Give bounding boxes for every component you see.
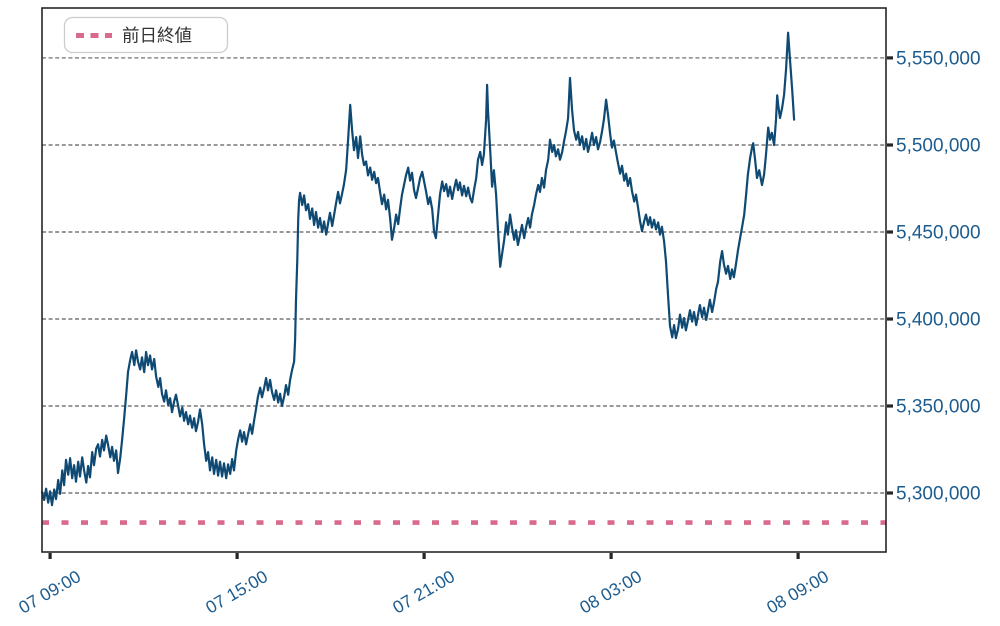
x-tick-label: 07 21:00 [389,566,458,618]
y-tick-label: 5,350,000 [896,397,981,418]
x-tick [235,553,239,559]
plot-border [41,7,887,553]
x-tick-label: 08 03:00 [576,566,645,618]
y-tick-label: 5,500,000 [896,136,981,157]
x-axis-labels: 07 09:00 07 15:00 07 21:00 08 03:00 08 09:00 [15,566,832,618]
x-tick-label: 08 09:00 [763,566,832,618]
y-tick-label: 5,450,000 [896,223,981,244]
price-series-path [40,31,796,507]
y-tick [887,317,893,321]
y-tick [887,230,893,234]
legend-label: 前日終値 [122,26,192,46]
y-tick [887,491,893,495]
y-tick [887,404,893,408]
plot-frame [41,7,887,553]
y-axis-labels: 5,300,000 5,350,000 5,400,000 5,450,000 5,50… [896,48,981,504]
legend-box [63,16,229,54]
x-tick-label: 07 15:00 [202,566,271,618]
y-tick-label: 5,400,000 [896,310,981,331]
gridlines [42,57,886,494]
axis-ticks [48,56,893,559]
x-tick [609,553,613,559]
x-tick-label: 07 09:00 [15,566,84,618]
y-tick-label: 5,300,000 [896,484,981,505]
y-tick [887,143,893,147]
price-line [40,31,796,507]
y-tick-label: 5,550,000 [896,48,981,69]
x-tick [422,553,426,559]
y-tick [887,56,893,60]
x-tick [796,553,800,559]
legend: 前日終値 [63,16,229,54]
x-tick [48,553,52,559]
